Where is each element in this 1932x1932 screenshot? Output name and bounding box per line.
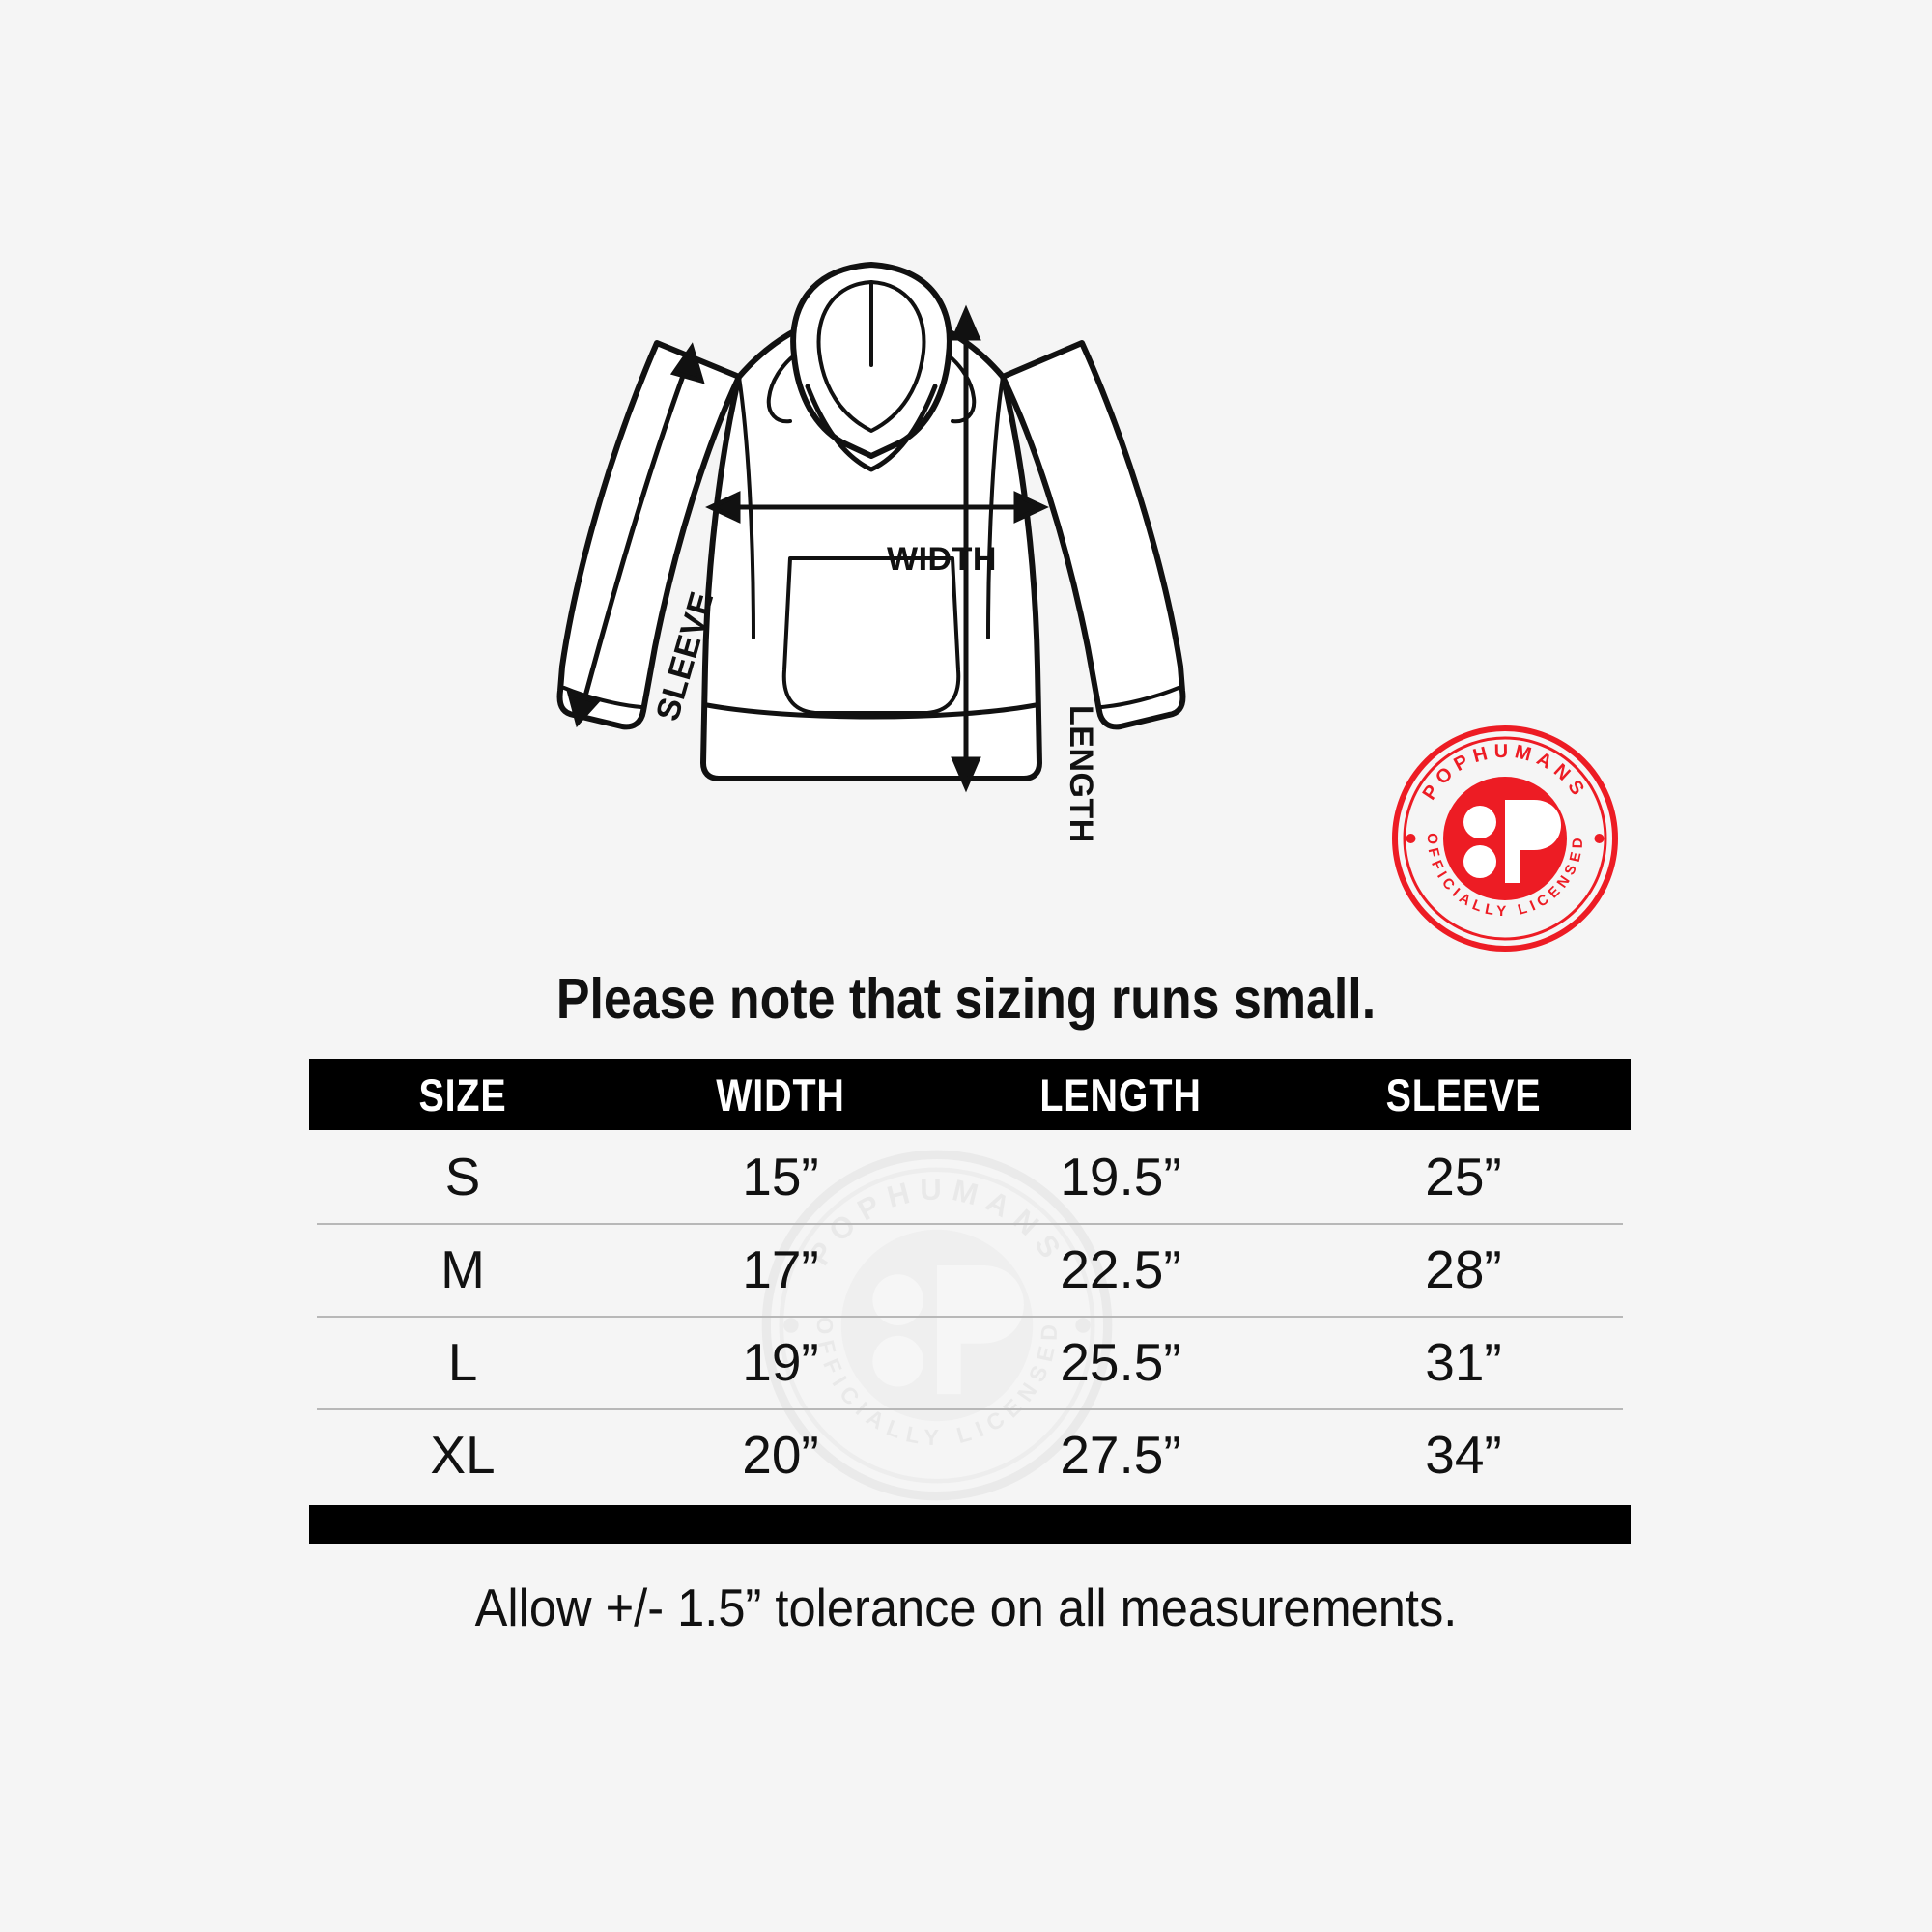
hoodie-illustration [541,251,1314,947]
table-header-row: SIZE WIDTH LENGTH SLEEVE [309,1059,1631,1130]
cell-length: 22.5” [1060,1239,1181,1299]
column-header-size: SIZE [418,1068,507,1121]
cell-size: S [444,1147,481,1207]
column-header-sleeve: SLEEVE [1385,1068,1542,1121]
cell-sleeve: 31” [1425,1332,1502,1392]
cell-sleeve: 34” [1425,1425,1502,1485]
cell-sleeve: 28” [1425,1239,1502,1299]
size-chart-table: SIZE WIDTH LENGTH SLEEVE S 15” 19.5” 25”… [309,1059,1631,1544]
cell-size: L [447,1332,478,1392]
pophumans-licensed-badge: POPHUMANS OFFICIALLY LICENSED [1389,723,1621,954]
table-row: L 19” 25.5” 31” [309,1316,1631,1408]
cell-length: 19.5” [1060,1147,1181,1207]
cell-width: 15” [742,1147,819,1207]
table-row: M 17” 22.5” 28” [309,1223,1631,1316]
column-header-length: LENGTH [1039,1068,1202,1121]
cell-width: 19” [742,1332,819,1392]
length-dimension-label: LENGTH [1063,705,1099,843]
table-row: S 15” 19.5” 25” [309,1130,1631,1223]
tolerance-footer-note: Allow +/- 1.5” tolerance on all measurem… [474,1577,1458,1637]
cell-width: 17” [742,1239,819,1299]
table-bottom-bar [309,1505,1631,1544]
cell-sleeve: 25” [1425,1147,1502,1207]
cell-length: 25.5” [1060,1332,1181,1392]
column-header-width: WIDTH [716,1068,845,1121]
cell-size: M [440,1239,485,1299]
cell-size: XL [430,1425,496,1485]
sizing-note-heading: Please note that sizing runs small. [555,967,1377,1031]
table-row: XL 20” 27.5” 34” [309,1408,1631,1501]
cell-length: 27.5” [1060,1425,1181,1485]
width-dimension-label: WIDTH [887,541,997,578]
cell-width: 20” [742,1425,819,1485]
